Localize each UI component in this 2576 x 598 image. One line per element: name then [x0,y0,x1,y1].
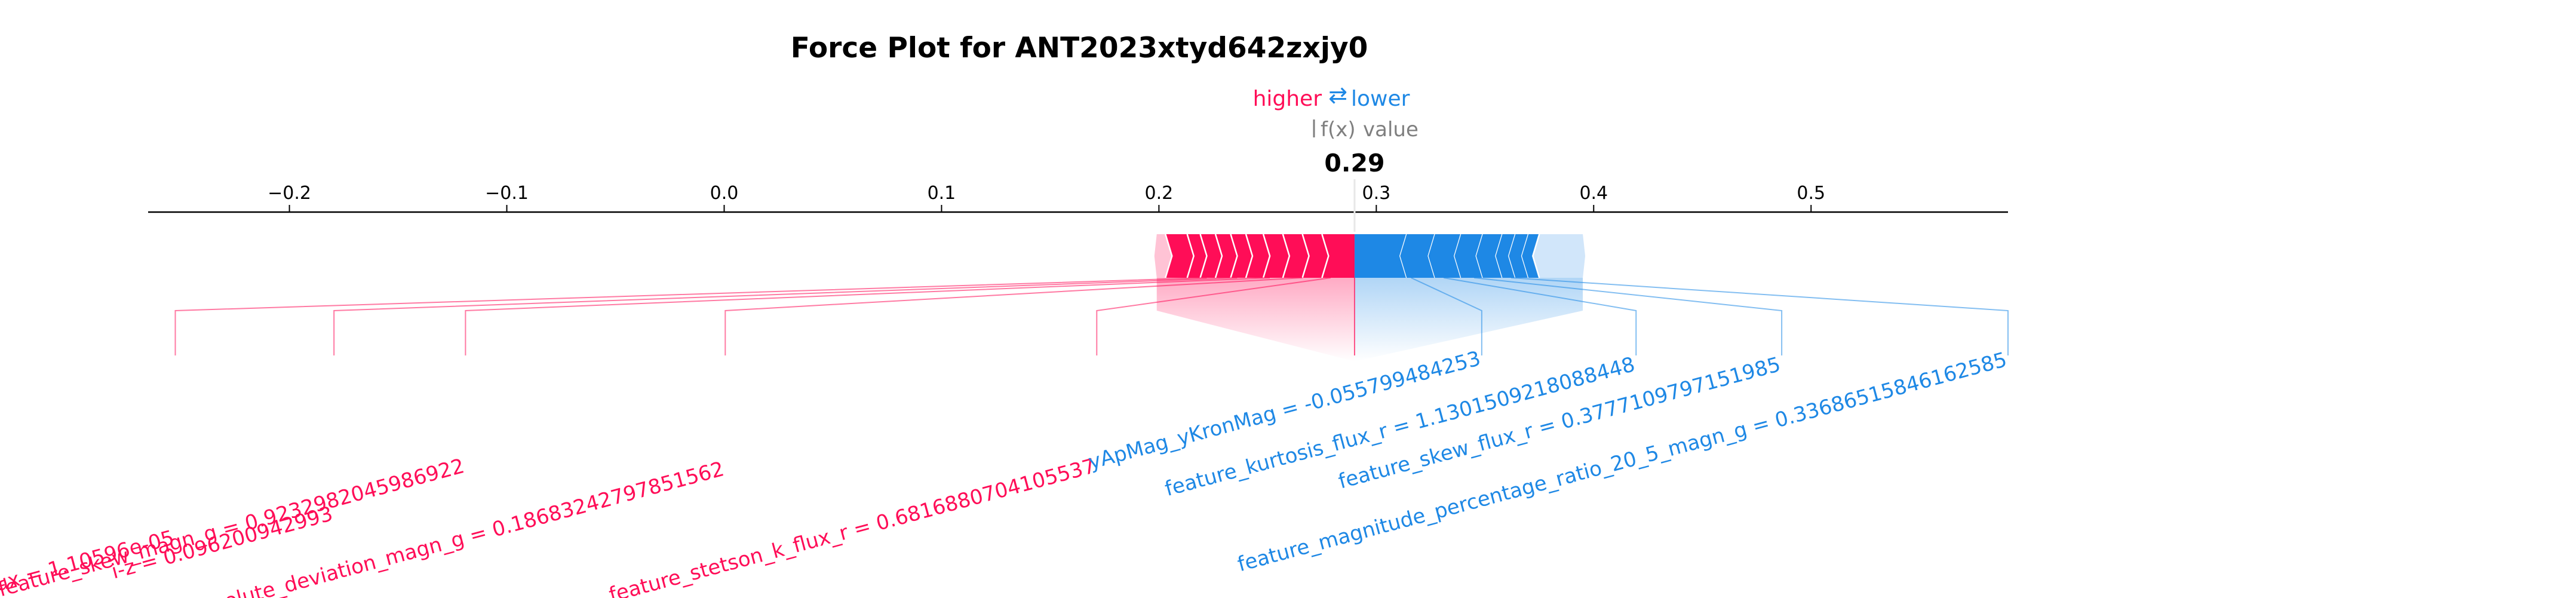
negative-force-segment [1354,234,1407,278]
positive-connector-fill [1156,278,1355,361]
x-tick-label: 0.5 [1797,183,1825,204]
legend-fx-label: f(x) [1321,118,1356,142]
feature-connectors [174,277,2009,361]
negative-connector-fill [1354,278,1583,361]
negative-connector-line [1444,277,1637,355]
positive-force-segment [1282,234,1309,278]
positive-force-segment [1187,234,1207,278]
positive-segment-divider [1230,234,1238,278]
positive-force-segment [1302,234,1329,278]
legend-lower-label: lower [1351,87,1410,111]
negative-force-segment [1428,234,1462,278]
legend-value-label: value [1363,118,1419,142]
x-tick-label: 0.0 [710,183,739,204]
force-bands [1154,234,1586,278]
negative-force-segment [1496,234,1516,278]
positive-connector-line [724,277,1303,355]
positive-segment-divider [1214,234,1223,278]
positive-segment-divider [1282,234,1291,278]
negative-segment-divider [1532,234,1540,278]
positive-connector-line [1096,277,1331,355]
chart-title: Force Plot for ANT2023xtyd642zxjy0 [791,32,1368,65]
positive-force-segment [1200,234,1223,278]
negative-force-segment [1522,234,1540,278]
positive-connector-line [465,277,1270,355]
x-tick-label: −0.2 [268,183,311,204]
positive-segment-divider [1262,234,1271,278]
positive-force-segment [1215,234,1238,278]
x-tick-label: −0.1 [485,183,529,204]
positive-segment-divider [1165,234,1173,278]
negative-connector-line [1510,277,2009,355]
x-tick-label: 0.4 [1579,183,1608,204]
positive-force-segment [1230,234,1252,278]
negative-force-segment [1454,234,1483,278]
x-tick-label: 0.2 [1145,183,1174,204]
positive-connector-line [174,277,1207,355]
negative-connector-line [1474,277,1783,355]
feature-labels: feature_stetson_k_flux_r = 0.68168807041… [0,346,2009,598]
positive-connector-line [333,277,1238,355]
positive-force-segment [1263,234,1289,278]
positive-segment-divider [1301,234,1310,278]
positive-segment-divider [1321,234,1330,278]
negative-force-segment [1400,234,1435,278]
positive-segment-divider [1186,234,1195,278]
negative-connector-line [1411,277,1482,355]
x-tick-label: 0.3 [1362,183,1390,204]
legend-arrows-icon: ⇄ [1328,82,1347,108]
legend-higher-label: higher [1253,87,1322,111]
negative-force-segment [1509,234,1529,278]
positive-force-segment [1245,234,1270,278]
positive-segment-divider [1245,234,1254,278]
x-axis: −0.2 −0.1 0.0 0.1 0.2 0.3 0.4 0.5 [148,183,2008,213]
positive-segment-divider [1199,234,1208,278]
positive-force-segment [1165,234,1194,278]
output-value-label: 0.29 [1324,149,1384,177]
x-tick-label: 0.1 [928,183,956,204]
positive-force-segment [1322,234,1355,278]
negative-force-segment [1476,234,1503,278]
legend: higher ⇄ lower f(x) value [1253,82,1419,142]
